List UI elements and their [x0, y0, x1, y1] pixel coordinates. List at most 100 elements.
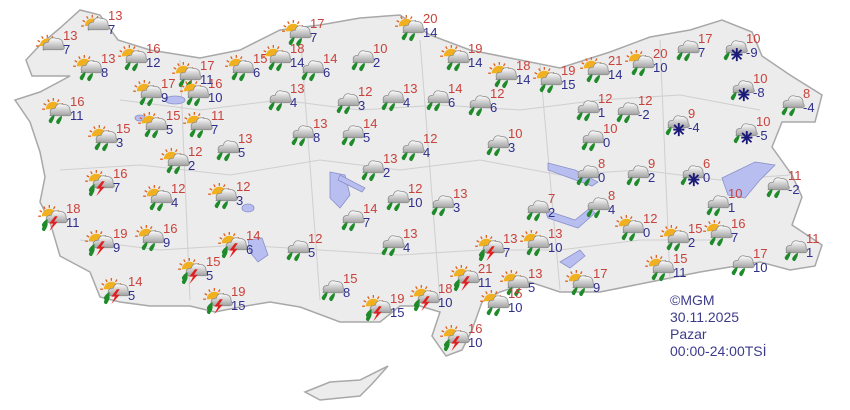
max-temp: 10	[756, 114, 771, 129]
station-forecast: 14 6	[295, 52, 351, 95]
partly-cloudy-rain-icon	[533, 67, 563, 94]
partly-cloudy-rain-icon	[500, 270, 530, 297]
rain-snow-icon	[730, 80, 755, 102]
station-forecast: 14 6	[218, 229, 274, 272]
max-temp: 19	[468, 41, 483, 56]
rain-icon	[268, 90, 292, 112]
station-forecast: 16 10	[440, 322, 496, 365]
rain-icon	[401, 140, 425, 162]
max-temp: 13	[548, 226, 563, 241]
rain-icon	[381, 235, 405, 257]
copyright-text: ©MGM	[670, 292, 715, 308]
partly-cloudy-rain-icon	[645, 255, 675, 282]
max-temp: 13	[403, 226, 418, 241]
station-forecast: 16 12	[118, 42, 174, 85]
max-temp: 17	[753, 246, 768, 261]
max-temp: 14	[363, 116, 378, 131]
max-temp: 19	[390, 291, 405, 306]
partly-cloudy-rain-icon	[73, 55, 103, 82]
max-temp: 10	[603, 121, 618, 136]
station-forecast: 10 2	[345, 42, 401, 85]
station-forecast: 12 10	[380, 181, 436, 225]
min-temp: 11	[673, 265, 687, 280]
station-forecast: 19 15	[203, 285, 259, 328]
rain-icon	[586, 197, 610, 219]
thunderstorm-icon	[218, 232, 248, 259]
partly-cloudy-rain-icon	[225, 55, 255, 82]
rain-icon	[616, 102, 640, 124]
max-temp: 18	[66, 201, 81, 216]
min-temp: -9	[746, 45, 758, 60]
min-temp: 7	[113, 180, 121, 195]
partly-cloudy-rain-icon	[135, 225, 165, 252]
max-temp: 18	[516, 58, 531, 73]
station-forecast: 13 7	[35, 29, 91, 72]
station-forecast: 12 6	[462, 87, 518, 130]
max-temp: 15	[166, 108, 181, 123]
partly-cloudy-icon	[36, 34, 65, 51]
station-forecast: 14 5	[100, 275, 156, 318]
min-temp: 5	[528, 280, 536, 295]
cyprus-land	[303, 365, 389, 401]
max-temp: 12	[236, 179, 251, 194]
min-temp: 4	[403, 240, 411, 255]
max-temp: 17	[161, 76, 176, 91]
min-temp: -5	[756, 128, 768, 143]
min-temp: 7	[108, 22, 116, 37]
min-temp: 4	[608, 202, 616, 217]
rain-icon	[301, 60, 325, 82]
max-temp: 15	[116, 121, 131, 136]
max-temp: 9	[648, 156, 656, 171]
station-forecast: 10 1	[700, 187, 756, 230]
min-temp: 0	[598, 170, 606, 185]
rain-icon	[581, 130, 605, 152]
station-forecast: 13 5	[500, 267, 556, 310]
max-temp: 13	[108, 8, 123, 23]
partly-cloudy-rain-icon	[625, 50, 655, 77]
max-temp: 13	[403, 81, 418, 96]
min-temp: 4	[403, 95, 411, 110]
station-forecast: 15 2	[660, 222, 716, 265]
station-forecast: 17 9	[133, 76, 189, 120]
station-forecast: 20 14	[395, 12, 451, 55]
rain-icon	[386, 190, 410, 212]
rain-icon	[626, 165, 650, 187]
station-forecast: 18 10	[410, 282, 466, 325]
station-forecast: 13 7	[475, 232, 531, 275]
min-temp: -4	[803, 100, 815, 115]
station-forecast: 15 11	[645, 252, 701, 295]
partly-cloudy-rain-icon	[440, 45, 470, 72]
thunderstorm-icon	[440, 325, 470, 352]
min-temp: 10	[653, 60, 668, 75]
max-temp: 12	[358, 84, 373, 99]
station-forecast: 10 -8	[725, 71, 781, 115]
station-forecast: 18 14	[488, 58, 544, 102]
max-temp: 20	[653, 46, 668, 61]
rain-icon	[486, 135, 510, 157]
rain-icon	[336, 93, 360, 115]
min-temp: 7	[363, 215, 371, 230]
partly-cloudy-rain-icon	[138, 112, 168, 139]
min-temp: 9	[163, 235, 171, 250]
partly-cloudy-icon	[81, 14, 110, 31]
max-temp: 12	[408, 181, 423, 196]
station-forecast: 17 11	[172, 59, 228, 102]
station-forecast: 18 14	[262, 42, 318, 85]
min-temp: 0	[703, 170, 711, 185]
min-temp: 3	[453, 200, 461, 215]
station-forecast: 19 15	[362, 291, 418, 335]
min-temp: 2	[373, 55, 381, 70]
rain-snow-icon	[665, 115, 690, 137]
min-temp: 4	[290, 95, 298, 110]
max-temp: 7	[548, 191, 556, 206]
min-temp: 11	[70, 108, 84, 123]
max-temp: 15	[206, 254, 221, 269]
partly-cloudy-rain-icon	[703, 220, 733, 247]
max-temp: 10	[753, 71, 768, 86]
max-temp: 8	[608, 188, 616, 203]
station-forecast: 13 5	[210, 132, 266, 175]
rain-icon	[216, 140, 240, 162]
max-temp: 13	[313, 116, 328, 131]
